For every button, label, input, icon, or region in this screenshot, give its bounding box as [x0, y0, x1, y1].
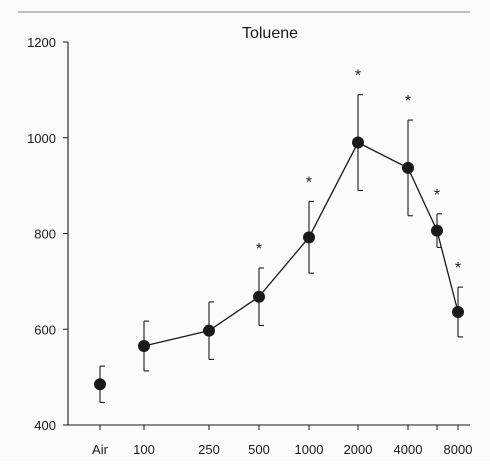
data-point	[431, 224, 443, 237]
data-point	[352, 136, 364, 149]
significance-marker: *	[355, 68, 361, 85]
x-tick-label: Air	[92, 442, 109, 457]
x-tick-label: 250	[198, 442, 220, 457]
axes-group: 400 600 800 1000 1200 Air 100 250 500 1000 2000 400…	[27, 35, 472, 457]
y-tick-label: 800	[34, 227, 56, 242]
data-point	[402, 161, 414, 174]
series-group: * * * * * *	[94, 68, 464, 404]
x-tick-label: 500	[248, 442, 270, 457]
significance-marker: *	[405, 93, 411, 110]
data-point	[253, 290, 265, 303]
x-tick-label: 100	[133, 442, 155, 457]
significance-marker: *	[455, 260, 461, 277]
y-tick-label: 1200	[27, 35, 56, 50]
y-tick-label: 400	[34, 418, 56, 433]
x-tick-label: 2000	[344, 442, 373, 457]
significance-marker: *	[434, 187, 440, 204]
y-tick-label: 600	[34, 322, 56, 337]
chart-title: Toluene	[242, 25, 298, 42]
x-tick-label: 4000	[394, 442, 423, 457]
y-tick-label: 1000	[27, 131, 56, 146]
data-point	[94, 378, 106, 391]
x-tick-label: 8000	[444, 442, 473, 457]
x-tick-label: 1000	[295, 442, 324, 457]
data-point	[452, 306, 464, 319]
significance-marker: *	[306, 174, 312, 191]
series-line	[143, 141, 459, 347]
data-point	[203, 324, 215, 337]
data-point	[303, 231, 315, 244]
significance-marker: *	[256, 241, 262, 258]
data-point	[138, 340, 150, 353]
